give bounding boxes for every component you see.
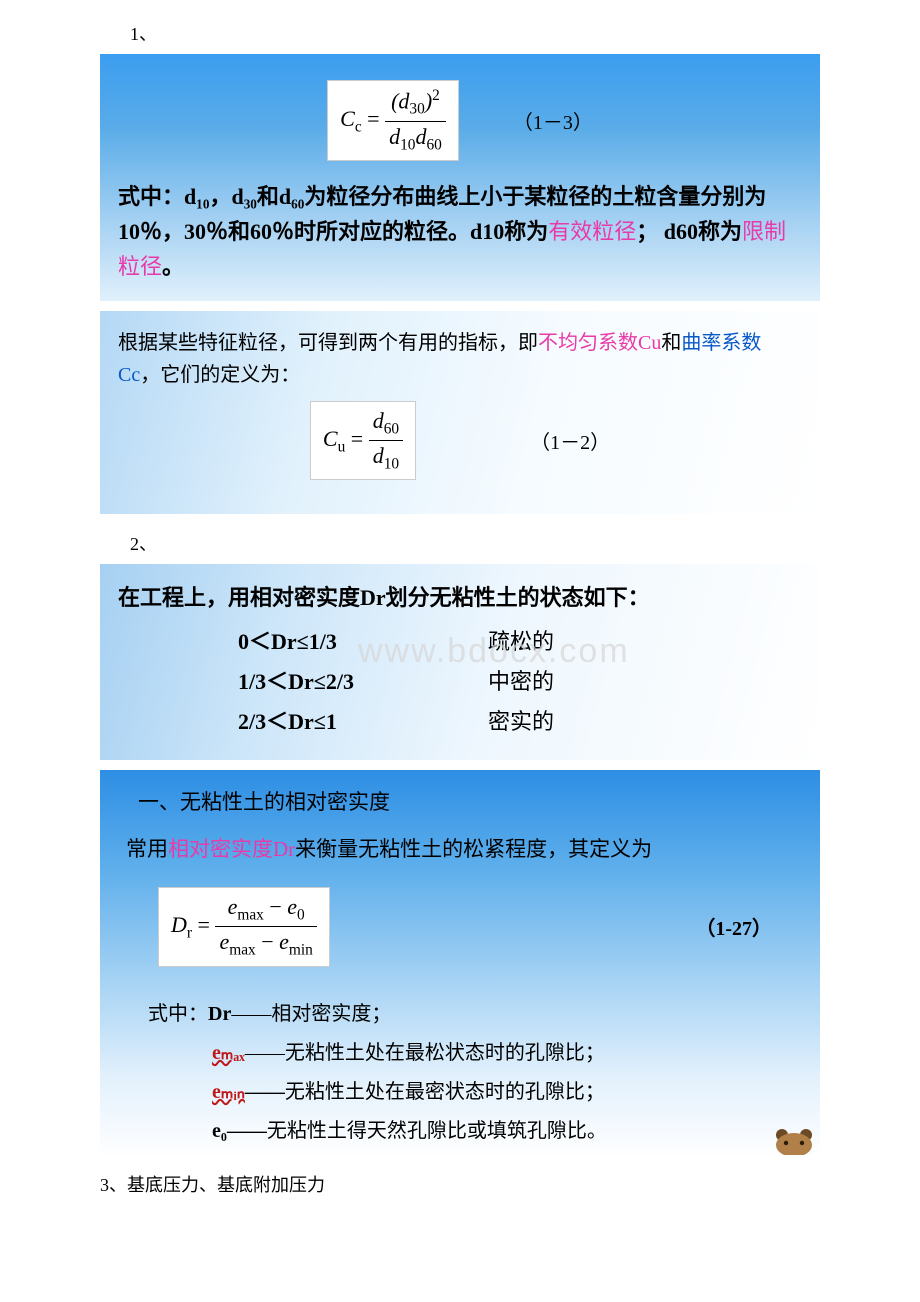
cu-t1: 根据某些特征粒径，可得到两个有用的指标，即	[118, 332, 538, 354]
cc-bot-d60: d	[415, 124, 426, 149]
dr-bot-a-sub: max	[229, 942, 256, 959]
dr-row-0: 0＜Dr≤1/3 疏松的	[238, 624, 802, 656]
cc-bot-d60-sub: 60	[426, 136, 441, 153]
section-2-label: 2、	[0, 524, 920, 564]
dr-lhs-sub: r	[187, 924, 192, 941]
cc-lhs: C	[340, 106, 355, 131]
def3-txt: 无粘性土得天然孔隙比或填筑孔隙比。	[267, 1120, 607, 1142]
def2-dash: ——	[245, 1081, 285, 1103]
bear-icon	[772, 1127, 816, 1155]
dr-top-b: e	[287, 894, 297, 919]
dr-t1: 常用	[126, 837, 168, 861]
formula-cu-box: Cu = d60 d10	[310, 401, 416, 481]
cu-top: d	[373, 408, 384, 433]
dr-t2: 来衡量无粘性土的松紧程度，其定义为	[295, 837, 652, 861]
dr-desc-0: 疏松的	[488, 624, 618, 656]
def1-sym: eₘₐₓ	[212, 1042, 245, 1064]
def2-txt: 无粘性土处在最密状态时的孔隙比；	[285, 1081, 605, 1103]
d60-sym: d₆₀	[279, 184, 304, 209]
dr-title: 在工程上，用相对密实度Dr划分无粘性土的状态如下：	[118, 580, 802, 615]
formula-cc-box: Cc = (d30)2 d10d60	[327, 80, 459, 161]
d10-name-pre: d10称为	[470, 219, 548, 244]
dr-range-0: 0＜Dr≤1/3	[238, 624, 488, 656]
sep3: ； d60称为	[636, 219, 742, 244]
defs-prefix: 式中：	[148, 1003, 208, 1025]
def0-dash: ——	[231, 1003, 271, 1025]
cc-lhs-sub: c	[355, 118, 362, 135]
cc-bot-d10: d	[389, 124, 400, 149]
cu-bot-sub: 10	[384, 455, 399, 472]
def2-sym: eₘᵢₙ	[212, 1081, 245, 1103]
def0-sym: Dr	[208, 1003, 231, 1025]
def1-dash: ——	[245, 1042, 285, 1064]
dr-heading: 一、无粘性土的相对密实度	[138, 786, 802, 820]
dr-desc-1: 中密的	[488, 664, 618, 696]
cu-lhs: C	[323, 426, 338, 451]
cc-bot-d10-sub: 10	[400, 136, 415, 153]
def0-txt: 相对密实度；	[271, 1003, 391, 1025]
dr-eq-num: （1-27）	[695, 912, 772, 941]
dr-pink: 相对密实度Dr	[168, 837, 295, 861]
period1: 。	[162, 254, 184, 279]
section-3-label: 3、基底压力、基底附加压力	[0, 1167, 920, 1227]
def-line-1: eₘₐₓ——无粘性土处在最松状态时的孔隙比；	[212, 1036, 802, 1065]
cu-lhs-sub: u	[338, 438, 346, 455]
sep2: 和	[257, 184, 279, 209]
def3-sym: e₀	[212, 1120, 227, 1142]
cu-intro-text: 根据某些特征粒径，可得到两个有用的指标，即不均匀系数Cu和曲率系数Cc，它们的定…	[118, 327, 802, 391]
cc-description: 式中：d₁₀，d₃₀和d₆₀为粒径分布曲线上小于某粒径的土粒含量分别为10％，3…	[118, 179, 802, 285]
dr-range-1: 1/3＜Dr≤2/3	[238, 664, 488, 696]
formula-cc-row: Cc = (d30)2 d10d60 （1－3）	[118, 80, 802, 161]
def1-txt: 无粘性土处在最松状态时的孔隙比；	[285, 1042, 605, 1064]
panel-dr-formula: 一、无粘性土的相对密实度 常用相对密实度Dr来衡量无粘性土的松紧程度，其定义为 …	[100, 770, 820, 1157]
cu-t3: ，它们的定义为：	[140, 364, 300, 386]
d10-sym: d₁₀	[184, 184, 209, 209]
cc-eq-num: （1－3）	[513, 106, 593, 135]
cu-eq-num: （1－2）	[530, 426, 610, 455]
dr-bot-b-sub: min	[289, 942, 313, 959]
d30-sym: d₃₀	[231, 184, 256, 209]
dr-top-b-sub: 0	[297, 906, 305, 923]
def-line-0: 式中：Dr——相对密实度；	[148, 997, 802, 1026]
dr-bot-b: e	[279, 929, 289, 954]
formula-dr-box: Dr = emax − e0 emax − emin	[158, 887, 330, 967]
def3-dash: ——	[227, 1120, 267, 1142]
dr-range-2: 2/3＜Dr≤1	[238, 704, 488, 736]
dr-desc-2: 密实的	[488, 704, 618, 736]
panel-cu-definition: 根据某些特征粒径，可得到两个有用的指标，即不均匀系数Cu和曲率系数Cc，它们的定…	[100, 311, 820, 515]
formula-cu-row: Cu = d60 d10 （1－2）	[118, 401, 802, 481]
dr-row-1: 1/3＜Dr≤2/3 中密的	[238, 664, 802, 696]
cu-bot: d	[373, 443, 384, 468]
dr-row-2: 2/3＜Dr≤1 密实的	[238, 704, 802, 736]
dr-lhs: D	[171, 912, 187, 937]
sep1: ，	[209, 184, 231, 209]
def-line-3: e₀——无粘性土得天然孔隙比或填筑孔隙比。	[212, 1114, 802, 1143]
section-1-label: 1、	[0, 0, 920, 54]
d10-name: 有效粒径	[548, 219, 636, 244]
panel-cc-formula: Cc = (d30)2 d10d60 （1－3） 式中：d₁₀，d₃₀和d₆₀为…	[100, 54, 820, 301]
desc-prefix: 式中：	[118, 184, 184, 209]
cu-t2: 和	[661, 332, 681, 354]
dr-table: www.bdocx.com 0＜Dr≤1/3 疏松的 1/3＜Dr≤2/3 中密…	[238, 624, 802, 736]
def-line-2: eₘᵢₙ——无粘性土处在最密状态时的孔隙比；	[212, 1075, 802, 1104]
cu-top-sub: 60	[384, 420, 399, 437]
cu-name: 不均匀系数Cu	[538, 332, 661, 354]
dr-top-a-sub: max	[237, 906, 264, 923]
dr-bot-a: e	[219, 929, 229, 954]
panel-dr-classification: 在工程上，用相对密实度Dr划分无粘性土的状态如下： www.bdocx.com …	[100, 564, 820, 759]
dr-top-a: e	[228, 894, 238, 919]
